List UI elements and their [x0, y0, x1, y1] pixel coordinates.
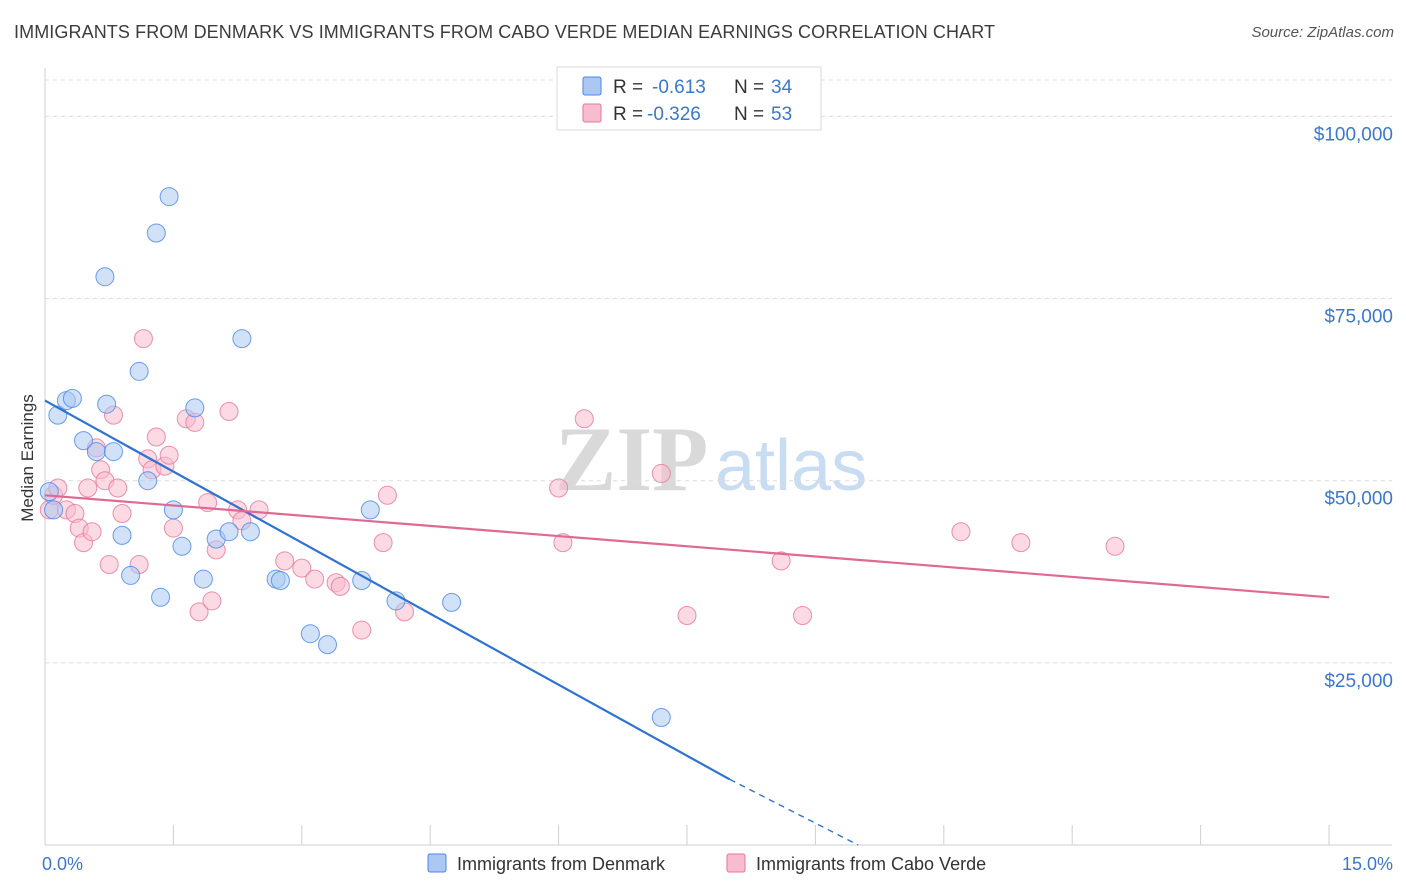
trend-line-extension-blue	[729, 778, 859, 846]
watermark-atlas: atlas	[715, 426, 867, 506]
data-point-pink	[202, 591, 222, 611]
data-point-pink	[951, 522, 971, 542]
data-point-blue	[112, 525, 132, 545]
y-axis-label: Median Earnings	[18, 394, 37, 522]
data-point-blue	[651, 708, 671, 727]
data-point-blue	[129, 361, 149, 381]
legend-r-label-denmark: R =	[613, 77, 643, 98]
data-point-pink	[1105, 536, 1125, 556]
data-point-pink	[78, 478, 98, 498]
data-point-blue	[185, 398, 205, 418]
data-point-pink	[553, 533, 573, 553]
series-legend: Immigrants from Denmark Immigrants from …	[427, 853, 986, 874]
legend-n-value-denmark: 34	[771, 77, 793, 98]
y-tick-label: $75,000	[1324, 307, 1393, 328]
bottom-legend-swatch-cabo-verde	[726, 853, 746, 873]
y-tick-label: $100,000	[1314, 124, 1393, 145]
data-point-pink	[651, 463, 671, 483]
data-point-pink	[133, 329, 153, 349]
data-point-pink	[219, 402, 239, 421]
data-point-pink	[292, 558, 312, 578]
data-point-pink	[771, 551, 791, 571]
data-point-blue	[300, 624, 320, 644]
data-point-blue	[86, 442, 106, 462]
data-point-pink	[189, 602, 209, 622]
legend-swatch-denmark	[582, 76, 602, 96]
data-point-blue	[159, 187, 179, 207]
data-point-blue	[97, 394, 117, 414]
data-point-pink	[275, 551, 295, 571]
source-label: Source: ZipAtlas.com	[1251, 24, 1394, 41]
legend-r-label-cabo-verde: R =	[613, 104, 643, 125]
data-point-blue	[138, 471, 158, 491]
data-point-pink	[377, 485, 397, 505]
legend-r-value-denmark: -0.613	[652, 77, 706, 98]
data-point-blue	[74, 431, 94, 451]
data-point-pink	[549, 478, 569, 498]
data-point-pink	[82, 522, 102, 542]
legend-n-value-cabo-verde: 53	[771, 104, 792, 125]
trend-line-blue	[44, 399, 731, 781]
data-point-pink	[793, 606, 813, 625]
data-point-blue	[172, 536, 192, 556]
data-point-pink	[305, 569, 325, 589]
data-point-pink	[159, 445, 179, 465]
data-point-pink	[373, 533, 393, 553]
legend-n-label-cabo-verde: N =	[734, 104, 764, 125]
chart-title: IMMIGRANTS FROM DENMARK VS IMMIGRANTS FR…	[14, 22, 996, 42]
data-point-blue	[219, 522, 239, 542]
data-point-pink	[163, 518, 183, 538]
data-point-pink	[146, 427, 166, 447]
data-point-pink	[108, 478, 128, 498]
correlation-legend: R = -0.613 N = 34 R = -0.326 N = 53	[556, 66, 822, 131]
data-point-pink	[1011, 533, 1031, 553]
data-point-pink	[99, 555, 119, 574]
x-tick-label: 0.0%	[42, 854, 83, 874]
data-point-blue	[442, 592, 462, 612]
data-point-blue	[103, 442, 123, 462]
legend-swatch-cabo-verde	[582, 103, 602, 123]
data-point-blue	[232, 329, 252, 349]
data-point-blue	[121, 565, 141, 585]
bottom-legend-label-cabo-verde: Immigrants from Cabo Verde	[756, 854, 986, 874]
y-tick-label: $25,000	[1324, 671, 1393, 692]
data-point-pink	[352, 620, 372, 640]
legend-r-value-cabo-verde: -0.326	[647, 104, 701, 125]
legend-n-label-denmark: N =	[734, 77, 764, 98]
data-point-blue	[317, 635, 337, 655]
trend-line-pink	[44, 494, 1330, 599]
data-point-blue	[151, 587, 171, 607]
bottom-legend-label-denmark: Immigrants from Denmark	[457, 854, 666, 874]
data-point-blue	[95, 267, 115, 287]
bottom-legend-swatch-denmark	[427, 853, 447, 873]
data-point-pink	[574, 409, 594, 429]
data-point-pink	[677, 606, 697, 625]
x-tick-label: 15.0%	[1342, 854, 1393, 874]
data-point-blue	[62, 388, 82, 408]
data-point-blue	[193, 569, 213, 589]
data-point-blue	[44, 500, 64, 520]
y-tick-label: $50,000	[1324, 489, 1393, 510]
data-point-blue	[39, 482, 59, 502]
data-point-blue	[146, 223, 166, 243]
data-point-blue	[270, 571, 290, 591]
data-point-blue	[240, 522, 260, 542]
data-point-pink	[330, 576, 350, 596]
data-point-blue	[163, 500, 183, 520]
data-point-blue	[360, 500, 380, 520]
data-point-pink	[112, 504, 132, 523]
